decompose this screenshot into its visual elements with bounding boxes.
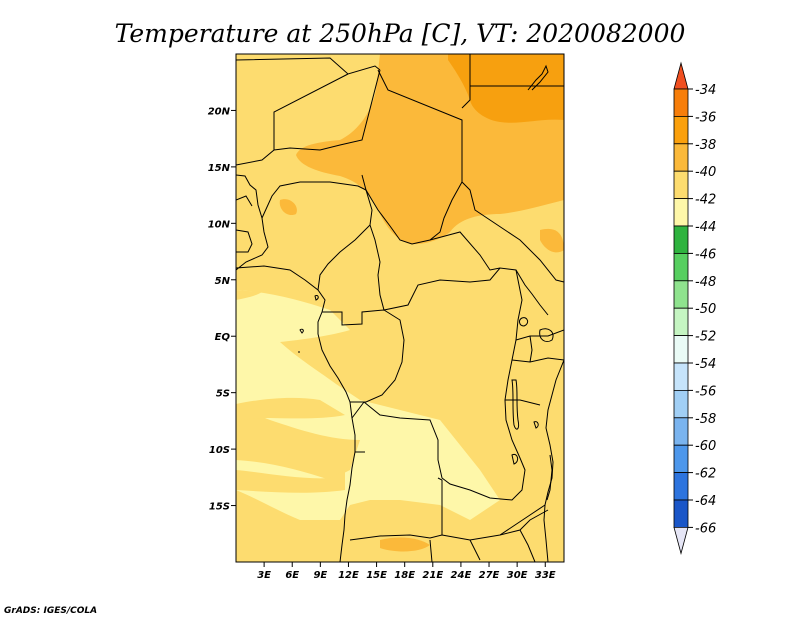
colorbar-box [673, 170, 689, 199]
colorbar-label: -48 [695, 275, 716, 290]
figure-title: Temperature at 250hPa [C], VT: 202008200… [115, 19, 686, 48]
border-angola [349, 401, 549, 541]
y-tick-label: 15N [208, 163, 231, 174]
colorbar-label: -46 [695, 247, 716, 262]
field-mid-band [236, 397, 345, 420]
x-tick-label: 30E [507, 570, 528, 581]
y-tick-label: 15S [209, 502, 230, 513]
colorbar-bottom-arrow [673, 527, 689, 555]
colorbar-label: -62 [695, 467, 716, 482]
field-cold-patch-ne [540, 228, 564, 253]
field-cold-south [380, 537, 430, 552]
colorbar-label: -58 [695, 412, 716, 427]
x-tick-label: 12E [338, 570, 359, 581]
arabian-coast [527, 64, 549, 91]
colorbar-label: -52 [695, 330, 716, 345]
colorbar-box [673, 88, 689, 117]
x-axis-ticks: 3E 6E 9E 12E 15E 18E 21E 24E 27E 30E 33E [257, 562, 556, 581]
colorbar-label: -36 [695, 110, 716, 125]
map-frame [235, 53, 565, 563]
colorbar-top-arrow [673, 61, 689, 90]
x-tick-label: 6E [285, 570, 299, 581]
x-tick-label: 24E [451, 570, 472, 581]
colorbar-label: -64 [695, 494, 716, 509]
border-drc-east [363, 269, 526, 501]
colorbar-box [673, 499, 689, 528]
border-southern [429, 504, 546, 562]
field-west-coast-warm [236, 290, 262, 300]
map-area [236, 54, 564, 562]
x-tick-label: 15E [366, 570, 387, 581]
grads-credit: GrADS: IGES/COLA [4, 606, 97, 616]
colorbar-box [673, 472, 689, 501]
colorbar-box [673, 252, 689, 282]
colorbar-box [673, 444, 689, 474]
lake-outlines [511, 317, 554, 501]
colorbar-box [673, 116, 689, 145]
colorbar-box [673, 198, 689, 227]
border-coast-detail [236, 195, 253, 253]
colorbar-box [673, 225, 689, 254]
colorbar: -34 -36 -38 -40 -42 -44 -46 -48 -50 -52 -54 -56 -58 -… [673, 61, 716, 555]
colorbar-box [673, 417, 689, 446]
border-cameroon-car [369, 224, 549, 316]
y-axis-ticks: 20N 15N 10N 5N EQ 5S 10S 15S [208, 106, 236, 513]
y-tick-label: 20N [208, 106, 231, 117]
field-cold-patch-west [279, 199, 297, 216]
x-tick-label: 33E [535, 570, 556, 581]
colorbar-label: -44 [695, 220, 716, 235]
x-tick-label: 9E [313, 570, 327, 581]
colorbar-box [673, 362, 689, 391]
x-tick-label: 27E [479, 570, 500, 581]
colorbar-label: -42 [695, 193, 716, 208]
colorbar-label: -54 [695, 357, 716, 372]
colorbar-label: -60 [695, 439, 716, 454]
colorbar-box [673, 280, 689, 309]
border-nigeria [261, 181, 373, 291]
y-tick-label: 5S [216, 389, 230, 400]
x-tick-label: 21E [422, 570, 443, 581]
colorbar-box [673, 335, 689, 364]
country-borders [236, 54, 564, 562]
colorbar-label: -50 [695, 302, 716, 317]
colorbar-label: -40 [695, 165, 716, 180]
field-south-patch [236, 470, 345, 493]
x-tick-label: 3E [257, 570, 271, 581]
border-congo-drc [322, 309, 405, 403]
y-tick-label: EQ [215, 332, 231, 343]
field-coldest-ne [448, 54, 564, 123]
y-tick-label: 10S [209, 445, 230, 456]
border-mali-niger [236, 69, 381, 166]
coastline-east [543, 359, 564, 562]
colorbar-box [673, 143, 689, 172]
colorbar-label: -38 [695, 138, 716, 153]
colorbar-label: -34 [695, 83, 716, 98]
islands-gulf [298, 295, 319, 353]
border-car-sudan [429, 181, 564, 283]
colorbar-label: -66 [695, 521, 716, 536]
x-tick-label: 18E [394, 570, 415, 581]
colorbar-box [673, 389, 689, 419]
colorbar-label: -56 [695, 384, 716, 399]
y-tick-label: 10N [208, 219, 231, 230]
colorbar-box [673, 307, 689, 337]
border-east-africa [505, 329, 564, 406]
y-tick-label: 5N [215, 276, 231, 287]
